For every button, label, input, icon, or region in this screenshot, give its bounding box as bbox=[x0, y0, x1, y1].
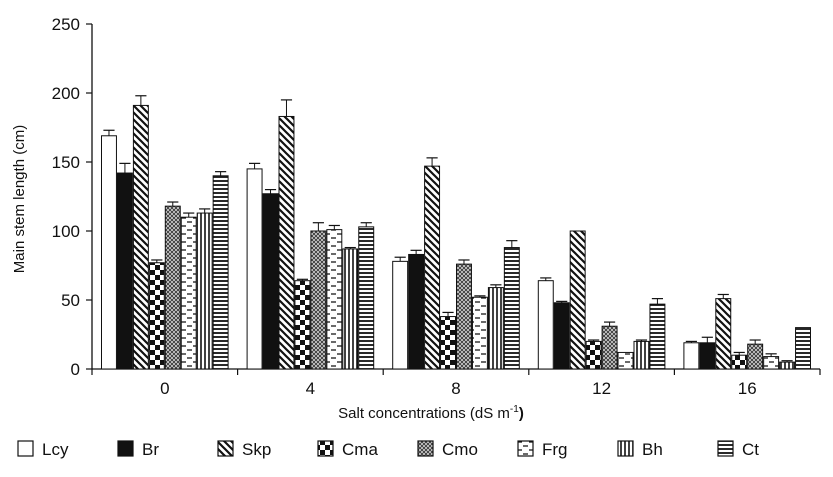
legend-swatch bbox=[317, 440, 334, 457]
bar-cma-12 bbox=[585, 340, 602, 370]
legend-label: Lcy bbox=[42, 440, 69, 459]
bar-br-12 bbox=[553, 302, 570, 370]
bar-cmo-12 bbox=[601, 325, 618, 370]
bar-br-0 bbox=[116, 172, 133, 370]
bar-frg-8 bbox=[471, 296, 488, 370]
bar-skp-4 bbox=[278, 115, 295, 370]
legend-item-br: Br bbox=[117, 440, 159, 459]
bar-groups bbox=[101, 95, 811, 370]
bar-cmo-4 bbox=[310, 230, 327, 370]
bar-frg-0 bbox=[180, 216, 197, 370]
bar-skp-16 bbox=[715, 298, 732, 370]
y-tick-label: 50 bbox=[61, 291, 80, 310]
y-tick-label: 150 bbox=[52, 153, 80, 172]
legend-item-lcy: Lcy bbox=[17, 440, 69, 459]
bar-br-4 bbox=[262, 193, 279, 370]
x-tick-label: 0 bbox=[160, 379, 169, 398]
y-tick-label: 250 bbox=[52, 15, 80, 34]
bar-bh-0 bbox=[196, 212, 213, 370]
bar-cma-0 bbox=[148, 262, 165, 370]
bar-br-8 bbox=[408, 253, 425, 370]
bar-skp-0 bbox=[132, 104, 149, 370]
bar-ct-8 bbox=[503, 247, 520, 370]
legend-swatch bbox=[417, 440, 434, 457]
legend-item-cmo: Cmo bbox=[417, 440, 478, 459]
legend-item-ct: Ct bbox=[717, 440, 759, 459]
bar-lcy-0 bbox=[101, 135, 117, 370]
x-axis-label-close: ) bbox=[519, 405, 524, 422]
bar-lcy-12 bbox=[537, 280, 554, 370]
legend-label: Skp bbox=[242, 440, 271, 459]
y-tick-label: 0 bbox=[71, 360, 80, 379]
x-tick-label: 4 bbox=[306, 379, 315, 398]
x-axis-label: Salt concentrations (dS m-1) bbox=[338, 404, 524, 422]
bar-bh-4 bbox=[342, 248, 359, 370]
legend-swatch bbox=[117, 440, 134, 457]
bar-lcy-4 bbox=[246, 168, 263, 370]
legend-label: Cmo bbox=[442, 440, 478, 459]
legend-label: Br bbox=[142, 440, 159, 459]
y-axis-label: Main stem length (cm) bbox=[11, 125, 28, 273]
bar-bh-8 bbox=[487, 287, 504, 370]
legend: Lcy Br Skp Cma Cmo Frg Bh Ct bbox=[17, 440, 759, 459]
legend-label: Ct bbox=[742, 440, 759, 459]
x-axis-label-main: Salt concentrations (dS m bbox=[338, 405, 510, 422]
legend-swatch bbox=[517, 440, 534, 457]
bar-frg-12 bbox=[617, 351, 634, 370]
bar-cmo-8 bbox=[456, 263, 472, 370]
bar-br-16 bbox=[699, 342, 716, 370]
bar-group-0 bbox=[101, 95, 229, 370]
y-axis: 0 50 100 150 200 250 bbox=[52, 15, 93, 379]
bar-cma-4 bbox=[294, 280, 311, 370]
bar-cma-16 bbox=[731, 354, 748, 370]
bar-group-16 bbox=[683, 293, 811, 370]
bar-lcy-16 bbox=[683, 342, 700, 370]
bar-cmo-16 bbox=[747, 343, 764, 370]
x-axis-label-superscript: -1 bbox=[510, 404, 519, 415]
legend-label: Cma bbox=[342, 440, 378, 459]
bar-skp-8 bbox=[424, 165, 441, 370]
x-axis: 0 4 8 12 16 bbox=[91, 368, 821, 398]
legend-item-cma: Cma bbox=[317, 440, 378, 459]
legend-swatch bbox=[717, 440, 734, 457]
bar-ct-4 bbox=[358, 226, 375, 370]
bar-skp-12 bbox=[569, 230, 586, 370]
legend-label: Bh bbox=[642, 440, 663, 459]
legend-item-frg: Frg bbox=[517, 440, 568, 459]
legend-label: Frg bbox=[542, 440, 568, 459]
y-tick-label: 100 bbox=[52, 222, 80, 241]
x-tick-label: 8 bbox=[451, 379, 460, 398]
bar-group-4 bbox=[246, 99, 375, 370]
legend-swatch bbox=[217, 440, 234, 457]
bar-ct-0 bbox=[212, 175, 229, 370]
legend-swatch bbox=[617, 440, 634, 457]
legend-item-skp: Skp bbox=[217, 440, 271, 459]
legend-swatch bbox=[17, 440, 34, 457]
y-tick-label: 200 bbox=[52, 84, 80, 103]
bar-frg-16 bbox=[763, 356, 780, 370]
bar-group-8 bbox=[392, 157, 520, 370]
bar-bh-12 bbox=[633, 340, 650, 370]
bar-cma-8 bbox=[440, 316, 456, 370]
bar-ct-12 bbox=[649, 303, 666, 370]
legend-item-bh: Bh bbox=[617, 440, 663, 459]
x-tick-label: 12 bbox=[592, 379, 611, 398]
bar-bh-16 bbox=[779, 361, 796, 370]
bar-frg-4 bbox=[326, 229, 343, 370]
bar-lcy-8 bbox=[392, 260, 409, 370]
bar-cmo-0 bbox=[164, 205, 181, 370]
bar-group-12 bbox=[537, 230, 666, 370]
x-tick-label: 16 bbox=[738, 379, 757, 398]
bar-ct-16 bbox=[795, 327, 811, 370]
